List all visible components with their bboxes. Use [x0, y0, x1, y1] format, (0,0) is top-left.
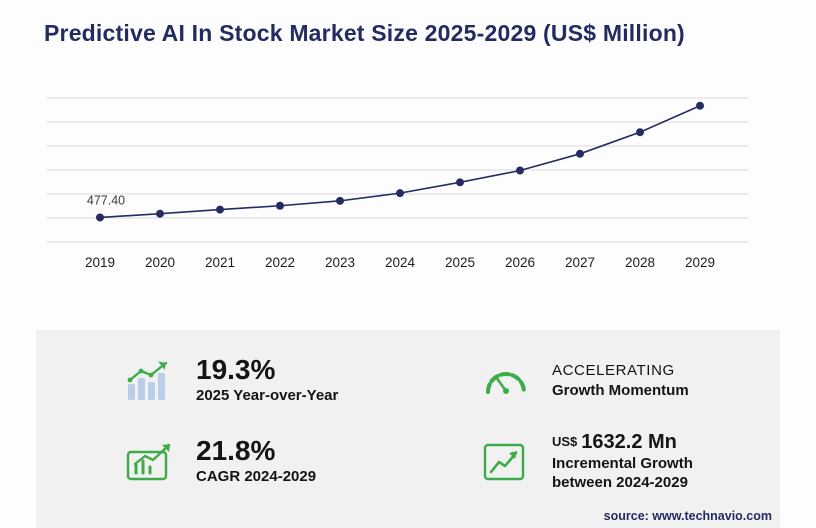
speedometer-icon — [480, 362, 532, 400]
incremental-value-line: US$ 1632.2 Mn — [552, 431, 693, 454]
x-axis-label: 2026 — [505, 255, 535, 270]
bar-chart-growth-icon — [124, 359, 176, 403]
stat-cagr: 21.8% CAGR 2024-2029 — [52, 421, 408, 502]
stat-yoy-growth: 19.3% 2025 Year-over-Year — [52, 340, 408, 421]
yoy-value: 19.3% — [196, 354, 276, 386]
momentum-value: ACCELERATING — [552, 361, 675, 379]
incremental-label-line1: Incremental Growth — [552, 454, 693, 472]
data-point-2026 — [516, 166, 524, 175]
x-axis-label: 2022 — [265, 255, 295, 270]
cagr-label: CAGR 2024-2029 — [196, 468, 317, 486]
stat-incremental-growth: US$ 1632.2 Mn Incremental Growth between … — [408, 421, 764, 502]
x-axis-label: 2024 — [385, 255, 416, 270]
market-size-line-chart: 477.40 2019 2020 2021 2022 2023 2024 2025 2026 20… — [36, 84, 780, 284]
data-point-2019 — [96, 213, 104, 222]
data-point-2022 — [276, 201, 284, 210]
line-chart-canvas: 477.40 2019 2020 2021 2022 2023 2024 2025 2026 20… — [46, 97, 748, 270]
page-title: Predictive AI In Stock Market Size 2025-… — [44, 20, 685, 46]
data-point-2024 — [396, 189, 404, 198]
yoy-label: 2025 Year-over-Year — [196, 387, 339, 405]
data-point-2028 — [636, 128, 644, 137]
x-axis-label: 2021 — [205, 255, 235, 270]
data-point-2025 — [456, 178, 464, 187]
source-credit: source: www.technavio.com — [603, 509, 772, 523]
x-axis-label: 2027 — [565, 255, 595, 270]
stat-growth-momentum: ACCELERATING Growth Momentum — [408, 340, 764, 421]
data-point-label: 477.40 — [87, 193, 125, 207]
trending-up-box-icon — [480, 440, 532, 484]
cagr-value: 21.8% — [196, 435, 276, 467]
momentum-label: Growth Momentum — [552, 381, 689, 399]
data-point-2029 — [696, 101, 704, 110]
stats-panel: 19.3% 2025 Year-over-Year ACCELERATING G… — [36, 330, 780, 528]
x-axis-label: 2029 — [685, 255, 715, 270]
x-axis-label: 2025 — [445, 255, 475, 270]
x-axis-label: 2023 — [325, 255, 355, 270]
data-point-2020 — [156, 209, 164, 218]
incremental-value: 1632.2 Mn — [581, 430, 677, 453]
incremental-label-line2: between 2024-2029 — [552, 474, 688, 491]
x-axis-label: 2020 — [145, 255, 175, 270]
x-axis-label: 2019 — [85, 255, 115, 270]
data-point-2023 — [336, 196, 344, 205]
x-axis-label: 2028 — [625, 255, 655, 270]
data-point-2027 — [576, 149, 584, 158]
incremental-currency: US$ — [552, 433, 578, 449]
data-point-2021 — [216, 205, 224, 214]
cagr-chart-icon — [124, 440, 176, 484]
